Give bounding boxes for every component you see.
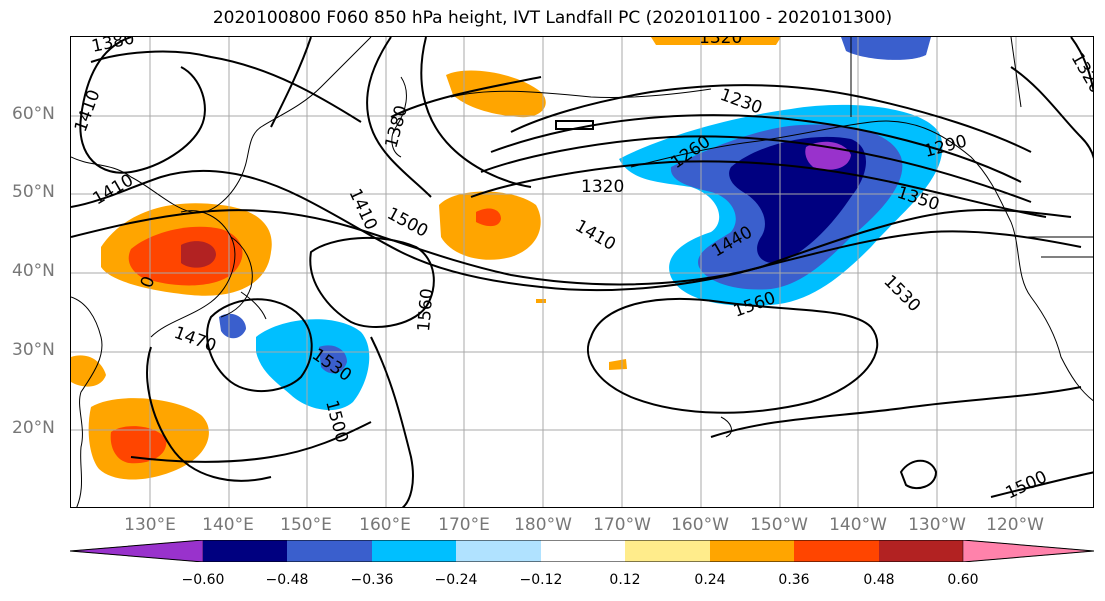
lon-label-180w: 180°W bbox=[514, 515, 572, 535]
colorbar-tick: −0.24 bbox=[434, 572, 478, 588]
contour-label: 1320 bbox=[581, 177, 624, 197]
contour-label: 1410 bbox=[90, 170, 137, 209]
colorbar-tick: −0.36 bbox=[350, 572, 394, 588]
colorbar-tick: 0.24 bbox=[694, 572, 726, 588]
lat-label-40n: 40°N bbox=[12, 261, 55, 281]
colorbar-segment-3 bbox=[287, 540, 372, 562]
colorbar-tick: 0.12 bbox=[609, 572, 641, 588]
lon-label-120w: 120°W bbox=[986, 515, 1044, 535]
colorbar-segment-2 bbox=[203, 540, 287, 562]
lon-label-160e: 160°E bbox=[359, 515, 411, 535]
coastlines bbox=[71, 37, 1093, 507]
colorbar-svg bbox=[69, 539, 1095, 563]
colorbar-segment-10 bbox=[879, 540, 963, 562]
lon-label-170e: 170°E bbox=[438, 515, 490, 535]
colorbar-tick: 0.36 bbox=[778, 572, 810, 588]
graticule bbox=[71, 37, 1093, 507]
lon-label-140w: 140°W bbox=[829, 515, 887, 535]
lat-label-20n: 20°N bbox=[12, 418, 55, 438]
lon-label-130w: 130°W bbox=[908, 515, 966, 535]
lon-label-150w: 150°W bbox=[750, 515, 808, 535]
lat-label-60n: 60°N bbox=[12, 104, 55, 124]
contour-label: 1530 bbox=[879, 271, 924, 316]
contour-label: 1500 bbox=[1003, 467, 1051, 503]
lat-label-30n: 30°N bbox=[12, 340, 55, 360]
colorbar-segment-9 bbox=[794, 540, 879, 562]
height-contours bbox=[71, 37, 1093, 507]
contour-label: 1500 bbox=[384, 204, 432, 242]
map-title: 2020100800 F060 850 hPa height, IVT Land… bbox=[212, 8, 893, 28]
map-panel: 1380 1410 1410 1470 1410 1380 1410 1500 … bbox=[70, 36, 1094, 508]
lat-label-50n: 50°N bbox=[12, 182, 55, 202]
contour-label: 1470 bbox=[171, 323, 218, 357]
colorbar-segment-7 bbox=[625, 540, 710, 562]
contour-label: 1230 bbox=[717, 85, 764, 119]
ivt-shading-negative bbox=[219, 37, 943, 411]
colorbar-tick: 0.60 bbox=[947, 572, 979, 588]
colorbar-tick: −0.60 bbox=[181, 572, 225, 588]
colorbar-tick: 0.48 bbox=[863, 572, 895, 588]
lon-label-140e: 140°E bbox=[202, 515, 254, 535]
map-canvas: 1380 1410 1410 1470 1410 1380 1410 1500 … bbox=[71, 37, 1094, 507]
lon-label-170w: 170°W bbox=[593, 515, 651, 535]
colorbar-segment-5 bbox=[456, 540, 541, 562]
contour-label: 1560 bbox=[414, 288, 438, 333]
colorbar-tick: −0.12 bbox=[519, 572, 563, 588]
contour-label: 1410 bbox=[71, 87, 104, 134]
contour-label: 1320 bbox=[699, 37, 742, 48]
colorbar-segment-4 bbox=[372, 540, 456, 562]
lon-label-160w: 160°W bbox=[671, 515, 729, 535]
colorbar-segment-6 bbox=[541, 540, 625, 562]
lon-label-130e: 130°E bbox=[124, 515, 176, 535]
colorbar-tick: −0.48 bbox=[265, 572, 309, 588]
contour-label: 1320 bbox=[1067, 50, 1094, 97]
lon-label-150e: 150°E bbox=[280, 515, 332, 535]
colorbar-segment-1 bbox=[69, 539, 204, 563]
colorbar-segment-8 bbox=[710, 540, 794, 562]
colorbar bbox=[69, 539, 1095, 563]
contour-label: 1410 bbox=[572, 216, 619, 255]
colorbar-segment-11 bbox=[962, 539, 1095, 563]
